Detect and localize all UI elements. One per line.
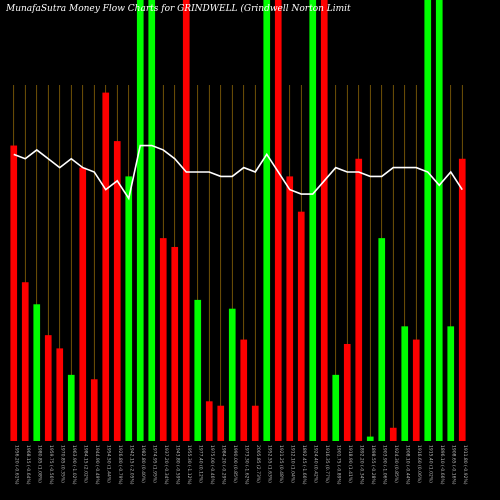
money-flow-bar	[194, 299, 202, 441]
money-flow-bar	[412, 339, 420, 441]
money-flow-bar	[21, 282, 29, 441]
x-tick-label: 1916.60 (0.06%)	[416, 445, 422, 483]
money-flow-bar	[297, 211, 305, 441]
x-tick-label: 1916.35 (0.77%)	[324, 445, 330, 483]
money-flow-bar	[286, 176, 294, 441]
x-tick-label: 1952.55 (1.63%)	[266, 445, 272, 483]
money-flow-bar	[125, 176, 133, 441]
money-flow-bar	[366, 436, 374, 441]
x-tick-label: 1974.95 (1.95%)	[151, 445, 157, 483]
money-flow-bar	[79, 167, 87, 441]
money-flow-bar	[90, 379, 98, 441]
x-tick-label: 1943.80 (-0.59%)	[174, 445, 180, 485]
money-flow-bar	[148, 0, 156, 441]
x-tick-label: 1896.10 (-0.66%)	[439, 445, 445, 485]
x-tick-label: 2005.85 (2.73%)	[255, 445, 261, 483]
x-tick-label: 1956.20 (-0.61%)	[13, 445, 19, 485]
x-tick-label: 1955.30 (-1.12%)	[186, 445, 192, 485]
money-flow-bar	[435, 0, 443, 441]
money-flow-bar	[320, 0, 328, 441]
x-tick-label: 1954.50 (1.44%)	[105, 445, 111, 483]
money-flow-bar	[228, 308, 236, 441]
money-flow-bar	[44, 335, 52, 441]
money-flow-bar	[309, 0, 317, 441]
x-tick-label: 1926.80 (-0.79%)	[117, 445, 123, 485]
money-flow-bar	[355, 158, 363, 441]
money-flow-bar	[389, 427, 397, 441]
x-tick-label: 1924.40 (0.42%)	[312, 445, 318, 483]
x-tick-label: 1924.30 (0.85%)	[393, 445, 399, 483]
money-flow-bar	[67, 374, 75, 441]
money-flow-bar	[159, 238, 167, 441]
money-flow-bar	[240, 339, 248, 441]
money-flow-bar	[251, 405, 259, 441]
x-tick-label: 1912.10 (1.04%)	[289, 445, 295, 483]
x-tick-label: 1915.40 (1.02%)	[427, 445, 433, 483]
money-flow-bar	[343, 343, 351, 441]
money-flow-bar	[332, 374, 340, 441]
x-tick-label: 1990.00 (0.85%)	[232, 445, 238, 483]
money-flow-bar	[274, 0, 282, 441]
x-tick-label: 1982.80 (0.40%)	[140, 445, 146, 483]
x-tick-label: 1977.40 (0.12%)	[197, 445, 203, 483]
x-tick-label: 1898.55 (-0.28%)	[370, 445, 376, 485]
money-flow-bar	[171, 246, 179, 441]
x-tick-label: 1892.20 (-0.34%)	[358, 445, 364, 485]
price-line	[13, 144, 463, 201]
x-tick-label: 1892.45 (-1.66%)	[301, 445, 307, 485]
x-tick-label: 1944.90 (-0.49%)	[94, 445, 100, 485]
money-flow-bar	[378, 238, 386, 441]
money-flow-bar	[136, 0, 144, 441]
chart-title: MunafaSutra Money Flow Charts for GRINDW…	[6, 4, 351, 14]
price-line-group	[13, 144, 463, 201]
money-flow-bar	[424, 0, 432, 441]
x-tick-label: 1959.75 (-0.56%)	[48, 445, 54, 485]
x-tick-label: 1942.15 (-2.05%)	[128, 445, 134, 485]
bars-group	[10, 0, 466, 442]
x-tick-label: 1908.10 (-0.44%)	[404, 445, 410, 485]
x-tick-label: 1921.25 (0.48%)	[278, 445, 284, 483]
x-tick-label: 1937.20 (-0.34%)	[163, 445, 169, 485]
money-flow-bar	[113, 141, 121, 441]
money-flow-bar	[33, 304, 41, 441]
x-tick-label: 1911.80 (-0.92%)	[462, 445, 468, 485]
x-tick-label: 1984.15 (2.02%)	[82, 445, 88, 483]
x-tick-label: 1970.85 (0.35%)	[59, 445, 65, 483]
money-flow-bar	[205, 401, 213, 441]
money-flow-bar	[56, 348, 64, 441]
x-tick-label: 1901.75 (-0.89%)	[335, 445, 341, 485]
x-tick-label: 1918.90 (1.41%)	[347, 445, 353, 483]
x-tick-label: 1973.30 (-1.62%)	[243, 445, 249, 485]
x-tick-label: 1975.00 (-0.46%)	[209, 445, 215, 485]
x-tick-label: 1908.65 (-0.16%)	[450, 445, 456, 485]
money-flow-bar	[458, 158, 466, 441]
money-flow-bar	[217, 405, 225, 441]
money-flow-bar	[447, 326, 455, 441]
money-flow-bar	[401, 326, 409, 441]
money-flow-bar	[102, 92, 110, 442]
money-flow-bar	[263, 0, 271, 441]
x-tick-label: 1963.90 (-1.02%)	[71, 445, 77, 485]
money-flow-bar	[10, 145, 18, 441]
x-tick-label: 1980.85 (1.08%)	[36, 445, 42, 483]
x-tick-label: 1903.90 (-1.06%)	[381, 445, 387, 485]
x-tick-labels: 1956.20 (-0.61%) 1968.15 (-0.64%) 1980.85 …	[13, 445, 468, 485]
x-tick-label: 1984.20 (-0.29%)	[220, 445, 226, 485]
x-tick-label: 1968.15 (-0.64%)	[25, 445, 31, 485]
money-flow-bar	[182, 0, 190, 441]
